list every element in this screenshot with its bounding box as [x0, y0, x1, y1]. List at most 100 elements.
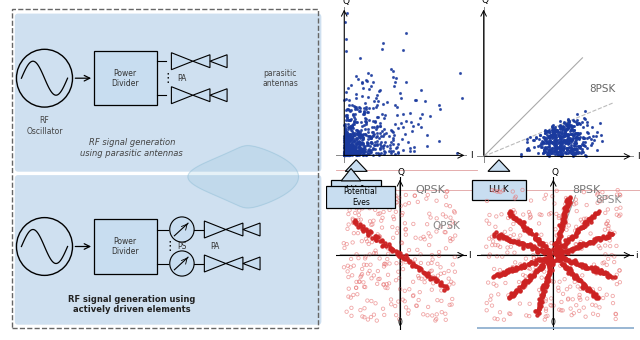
Point [524, 261, 534, 267]
Point [348, 132, 358, 138]
Point [495, 233, 506, 238]
Point [340, 150, 350, 156]
Point [561, 136, 572, 142]
Point [343, 143, 353, 148]
Point [525, 134, 535, 139]
Point [371, 104, 381, 110]
Point [537, 243, 547, 249]
Point [532, 237, 543, 243]
Point [357, 147, 367, 152]
Point [543, 250, 554, 255]
Point [578, 149, 588, 154]
Point [543, 128, 553, 133]
Point [420, 98, 430, 104]
Point [580, 284, 590, 289]
Point [341, 151, 351, 157]
Point [561, 138, 572, 143]
Point [385, 261, 395, 266]
Point [525, 230, 536, 236]
Point [588, 133, 598, 139]
Point [559, 242, 569, 248]
Point [348, 148, 358, 154]
Point [352, 139, 362, 145]
Point [382, 285, 392, 291]
Point [427, 287, 437, 292]
Point [560, 137, 570, 142]
Point [545, 266, 555, 271]
Point [540, 136, 550, 141]
Point [414, 265, 424, 270]
Point [353, 141, 363, 146]
Point [600, 235, 610, 240]
Point [555, 231, 565, 236]
Point [562, 126, 572, 132]
Point [538, 290, 548, 295]
Point [602, 221, 612, 226]
Polygon shape [172, 87, 193, 104]
Point [372, 281, 382, 287]
Point [534, 132, 545, 137]
Point [346, 150, 356, 156]
Point [509, 238, 519, 243]
Point [482, 198, 492, 204]
Point [600, 270, 610, 275]
Point [551, 148, 561, 154]
Point [534, 296, 544, 302]
Point [594, 236, 604, 241]
Point [585, 290, 595, 295]
Point [339, 150, 349, 156]
Point [593, 312, 603, 318]
Point [534, 255, 544, 260]
Point [532, 249, 543, 254]
Point [348, 145, 358, 151]
Point [564, 267, 575, 272]
Point [566, 233, 577, 238]
Point [596, 268, 607, 273]
Point [367, 130, 378, 135]
Point [374, 87, 385, 93]
Point [373, 114, 383, 120]
Point [520, 263, 531, 269]
Point [410, 257, 420, 262]
Point [493, 233, 503, 238]
Point [531, 134, 541, 140]
Point [529, 259, 540, 265]
Point [339, 153, 349, 158]
Point [354, 139, 364, 145]
Point [440, 230, 451, 235]
Point [539, 282, 549, 288]
Point [346, 126, 356, 131]
Point [511, 218, 522, 223]
Point [609, 259, 620, 265]
Point [586, 142, 596, 148]
Point [598, 270, 608, 275]
Point [550, 226, 561, 232]
Point [455, 70, 465, 75]
Point [598, 234, 609, 240]
Point [358, 148, 369, 154]
Point [346, 149, 356, 154]
Point [557, 133, 568, 139]
Point [361, 116, 371, 121]
Point [541, 249, 552, 254]
Point [544, 278, 554, 283]
Point [607, 274, 617, 279]
Point [511, 289, 522, 295]
Point [422, 143, 432, 149]
Point [571, 224, 581, 230]
Point [408, 221, 419, 227]
Point [360, 127, 370, 132]
Point [356, 80, 367, 86]
Point [367, 222, 378, 227]
Point [550, 241, 561, 246]
Point [572, 121, 582, 127]
Point [593, 191, 603, 196]
Point [397, 255, 408, 261]
Point [346, 136, 356, 142]
Point [347, 103, 357, 108]
Point [387, 224, 397, 230]
Point [356, 145, 366, 151]
Point [570, 260, 580, 266]
Point [341, 148, 351, 153]
Point [562, 208, 572, 213]
